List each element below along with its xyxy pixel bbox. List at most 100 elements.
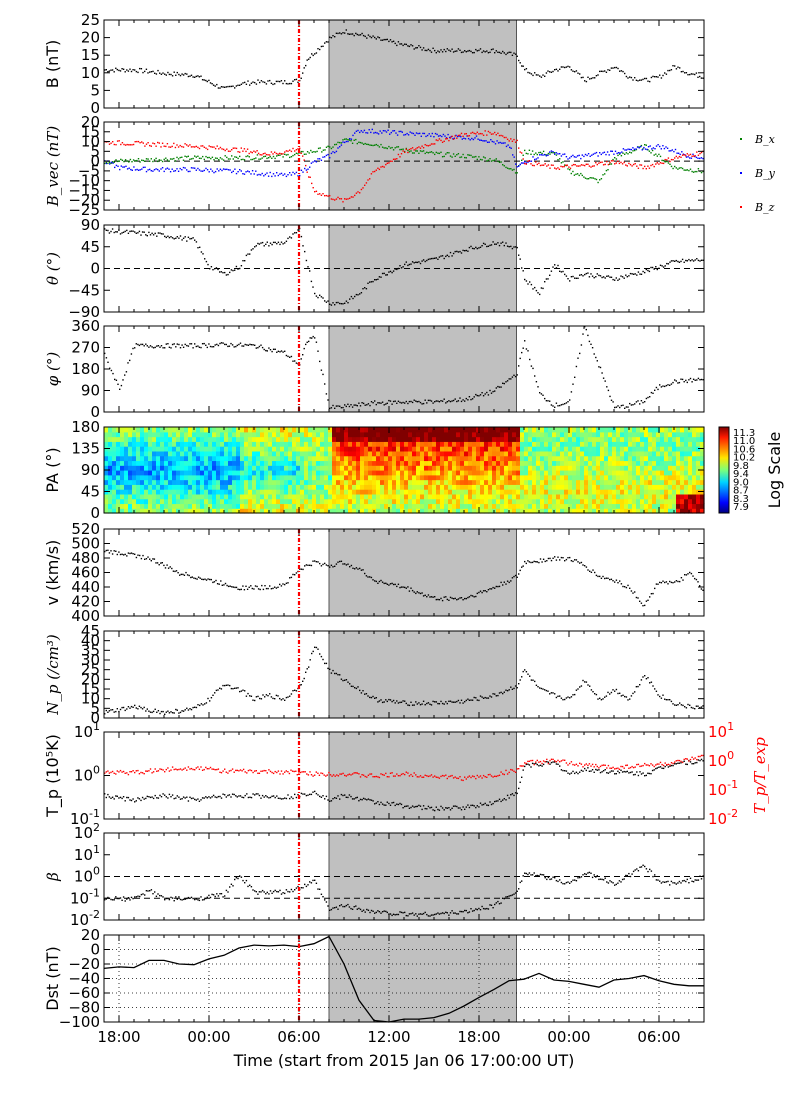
heatmap-cell: [272, 508, 277, 514]
data-point: [337, 196, 339, 199]
data-point: [687, 156, 689, 158]
data-point: [142, 159, 144, 162]
data-point: [327, 41, 329, 43]
heatmap-cell: [500, 427, 505, 433]
data-point: [308, 340, 310, 343]
heatmap-cell: [396, 498, 401, 505]
data-point: [194, 239, 196, 241]
data-point: [420, 135, 422, 137]
heatmap-cell: [576, 431, 581, 438]
heatmap-cell: [224, 474, 229, 481]
heatmap-cell: [676, 427, 681, 433]
heatmap-cell: [160, 455, 165, 462]
data-point: [378, 168, 381, 171]
heatmap-cell: [676, 508, 681, 514]
heatmap-cell: [680, 427, 685, 433]
data-point: [575, 70, 578, 72]
heatmap-cell: [440, 465, 445, 471]
heatmap-cell: [184, 484, 189, 490]
data-point: [495, 50, 497, 52]
data-point: [441, 135, 443, 138]
data-point: [364, 35, 366, 38]
data-point: [113, 161, 115, 163]
heatmap-cell: [428, 465, 433, 471]
data-point: [382, 130, 385, 132]
data-point: [123, 143, 125, 146]
data-point: [669, 261, 671, 263]
data-point: [475, 135, 478, 137]
data-point: [203, 169, 205, 172]
heatmap-cell: [616, 484, 621, 490]
data-point: [654, 76, 656, 78]
data-point: [259, 81, 261, 84]
heatmap-cell: [548, 508, 553, 514]
data-point: [584, 326, 586, 328]
data-point: [486, 141, 489, 143]
data-point: [658, 267, 660, 269]
heatmap-cell: [500, 465, 505, 471]
heatmap-cell: [600, 460, 605, 466]
data-point: [300, 235, 303, 238]
data-point: [114, 378, 116, 381]
heatmap-cell: [640, 474, 645, 481]
data-point: [665, 384, 668, 387]
heatmap-cell: [356, 498, 361, 505]
heatmap-cell: [612, 493, 617, 500]
data-point: [366, 37, 368, 39]
heatmap-cell: [648, 503, 653, 509]
data-point: [247, 253, 249, 255]
heatmap-cell: [380, 508, 385, 514]
heatmap-cell: [656, 470, 661, 476]
heatmap-cell: [624, 470, 629, 476]
heatmap-cell: [460, 446, 465, 452]
data-point: [152, 234, 155, 236]
heatmap-cell: [508, 446, 513, 452]
heatmap-cell: [108, 436, 113, 442]
data-point: [378, 402, 381, 404]
data-point: [190, 146, 193, 148]
data-point: [690, 157, 693, 159]
heatmap-cell: [188, 470, 193, 476]
data-point: [629, 76, 631, 78]
heatmap-cell: [416, 503, 421, 509]
data-point: [132, 159, 135, 161]
heatmap-cell: [700, 479, 705, 485]
data-point: [544, 163, 546, 165]
heatmap-cell: [476, 446, 481, 452]
heatmap-cell: [336, 474, 341, 481]
data-point: [539, 75, 541, 77]
heatmap-cell: [360, 503, 365, 509]
data-point: [419, 150, 422, 152]
heatmap-cell: [564, 446, 569, 452]
heatmap-cell: [656, 427, 661, 433]
data-point: [345, 140, 348, 143]
data-point: [574, 376, 576, 378]
heatmap-cell: [576, 446, 581, 452]
heatmap-cell: [400, 470, 405, 476]
data-point: [460, 51, 463, 54]
data-point: [389, 39, 392, 41]
data-point: [492, 159, 494, 162]
heatmap-cell: [376, 470, 381, 476]
data-point: [656, 155, 658, 157]
heatmap-cell: [596, 493, 601, 500]
heatmap-cell: [136, 450, 141, 457]
data-point: [416, 147, 418, 149]
heatmap-cell: [648, 431, 653, 438]
data-point: [481, 51, 483, 54]
data-point: [697, 154, 700, 156]
data-point: [408, 400, 411, 403]
series-theta: [104, 227, 704, 306]
data-point: [302, 171, 304, 173]
heatmap-cell: [136, 460, 141, 466]
data-point: [218, 159, 220, 161]
data-point: [435, 139, 437, 141]
heatmap-cell: [296, 465, 301, 471]
heatmap-cell: [560, 498, 565, 505]
heatmap-cell: [596, 450, 601, 457]
data-point: [258, 158, 260, 160]
data-point: [145, 234, 147, 236]
data-point: [534, 286, 536, 289]
data-point: [386, 38, 388, 41]
heatmap-cell: [540, 503, 545, 509]
